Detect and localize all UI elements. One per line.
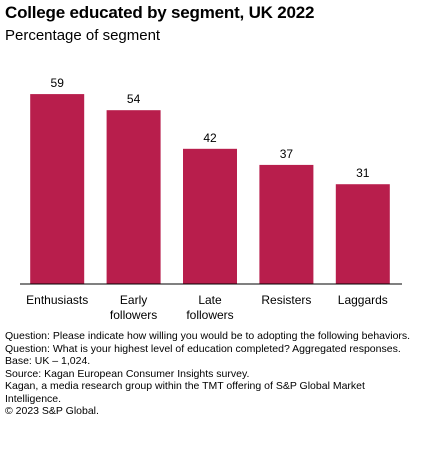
chart-title: College educated by segment, UK 2022 — [5, 3, 315, 22]
footnote-base: Base: UK – 1,024. — [5, 355, 91, 367]
x-tick-label: Enthusiasts — [26, 293, 88, 307]
footnote-source: Source: Kagan European Consumer Insights… — [5, 367, 250, 380]
x-tick-label-line: Late — [198, 293, 222, 307]
data-label: 37 — [280, 147, 294, 161]
x-tick-label-line: followers — [110, 308, 157, 322]
bar-resisters — [259, 164, 314, 284]
x-tick-label-line: Enthusiasts — [26, 293, 88, 307]
x-tick-label-line: Early — [120, 293, 147, 307]
x-tick-label: Resisters — [261, 293, 311, 307]
data-label: 54 — [127, 92, 141, 106]
footnotes: Question: Please indicate how willing yo… — [5, 330, 420, 418]
bar-early-followers — [106, 110, 161, 284]
bar-laggards — [335, 184, 390, 284]
footnote-question-1: Question: Please indicate how willing yo… — [5, 330, 411, 342]
x-tick-label-line: Laggards — [338, 293, 388, 307]
footnote-kagan: Kagan, a media research group within the… — [5, 380, 365, 405]
bar-enthusiasts — [30, 94, 85, 284]
data-label: 31 — [356, 166, 370, 180]
data-label: 42 — [203, 131, 217, 145]
data-label: 59 — [51, 76, 65, 90]
chart-subtitle: Percentage of segment — [5, 27, 161, 44]
x-tick-label: Late followers — [186, 293, 233, 322]
footnote-question-2: Question: What is your highest level of … — [5, 342, 401, 355]
x-tick-label-line: followers — [186, 308, 233, 322]
bar-late-followers — [183, 148, 237, 284]
x-tick-label-line: Resisters — [261, 293, 311, 307]
x-tick-label: Laggards — [338, 293, 388, 307]
x-tick-label: Early followers — [110, 293, 157, 322]
footnote-copyright: © 2023 S&P Global. — [5, 405, 99, 417]
